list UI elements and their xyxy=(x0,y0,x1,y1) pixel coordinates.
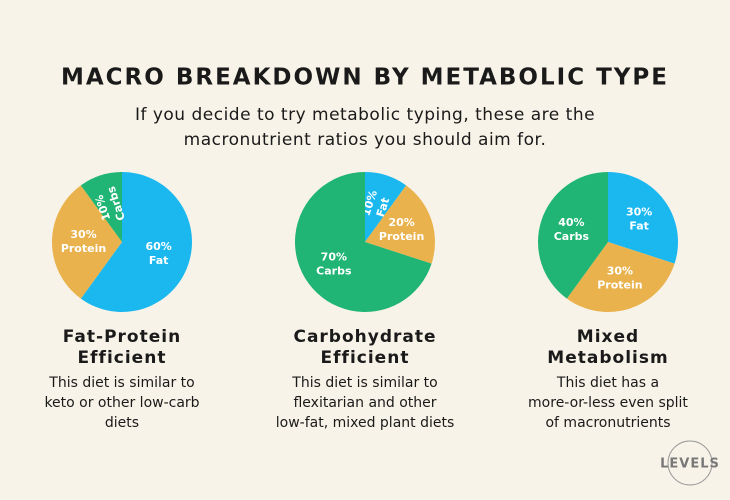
title: MACRO BREAKDOWN BY METABOLIC TYPE xyxy=(61,65,669,91)
slice-category-label: Fat xyxy=(149,254,169,267)
chart-description: of macronutrients xyxy=(545,415,670,431)
chart-description: more-or-less even split xyxy=(528,395,688,411)
chart-description: This diet is similar to xyxy=(291,375,437,391)
chart-title: Carbohydrate xyxy=(293,327,436,347)
chart-title: Fat-Protein xyxy=(63,327,181,347)
chart-description: flexitarian and other xyxy=(293,395,436,411)
slice-category-label: Fat xyxy=(629,219,649,232)
slice-category-label: Carbs xyxy=(316,265,352,278)
subtitle: macronutrient ratios you should aim for. xyxy=(184,130,547,150)
slice-value-label: 20% xyxy=(388,216,414,229)
pie-slice xyxy=(80,172,192,312)
chart-title: Efficient xyxy=(78,348,167,368)
slice-category-label: Carbs xyxy=(554,230,590,243)
pie-slice xyxy=(608,172,679,264)
chart-title: Efficient xyxy=(321,348,410,368)
chart-title: Mixed xyxy=(577,327,639,347)
pie-slice xyxy=(80,172,122,242)
logo-ring xyxy=(667,440,713,486)
chart-description: low-fat, mixed plant diets xyxy=(276,415,455,431)
chart-description: keto or other low-carb xyxy=(44,395,199,411)
pie-slice xyxy=(365,172,407,242)
slice-value-label: 40% xyxy=(558,216,584,229)
slice-value-label: 60% xyxy=(145,240,171,253)
pie-slice xyxy=(365,185,435,264)
chart-title: Metabolism xyxy=(547,348,668,368)
logo: LEVELS xyxy=(660,457,720,472)
slice-value-label: 30% xyxy=(70,228,96,241)
chart-description: diets xyxy=(105,415,139,431)
slice-value-label: 70% xyxy=(321,251,347,264)
pie-slice xyxy=(566,242,675,312)
pie-slice xyxy=(538,172,608,299)
pie-slice xyxy=(294,172,432,312)
slice-category-label: Protein xyxy=(379,230,424,243)
chart-description: This diet is similar to xyxy=(48,375,194,391)
subtitle: If you decide to try metabolic typing, t… xyxy=(135,105,595,125)
slice-value-label: 30% xyxy=(626,205,652,218)
slice-value-label: 30% xyxy=(607,265,633,278)
pie-slice xyxy=(52,185,123,299)
slice-category-label: Protein xyxy=(597,279,642,292)
slice-category-label: Protein xyxy=(61,242,106,255)
chart-description: This diet has a xyxy=(556,375,659,391)
